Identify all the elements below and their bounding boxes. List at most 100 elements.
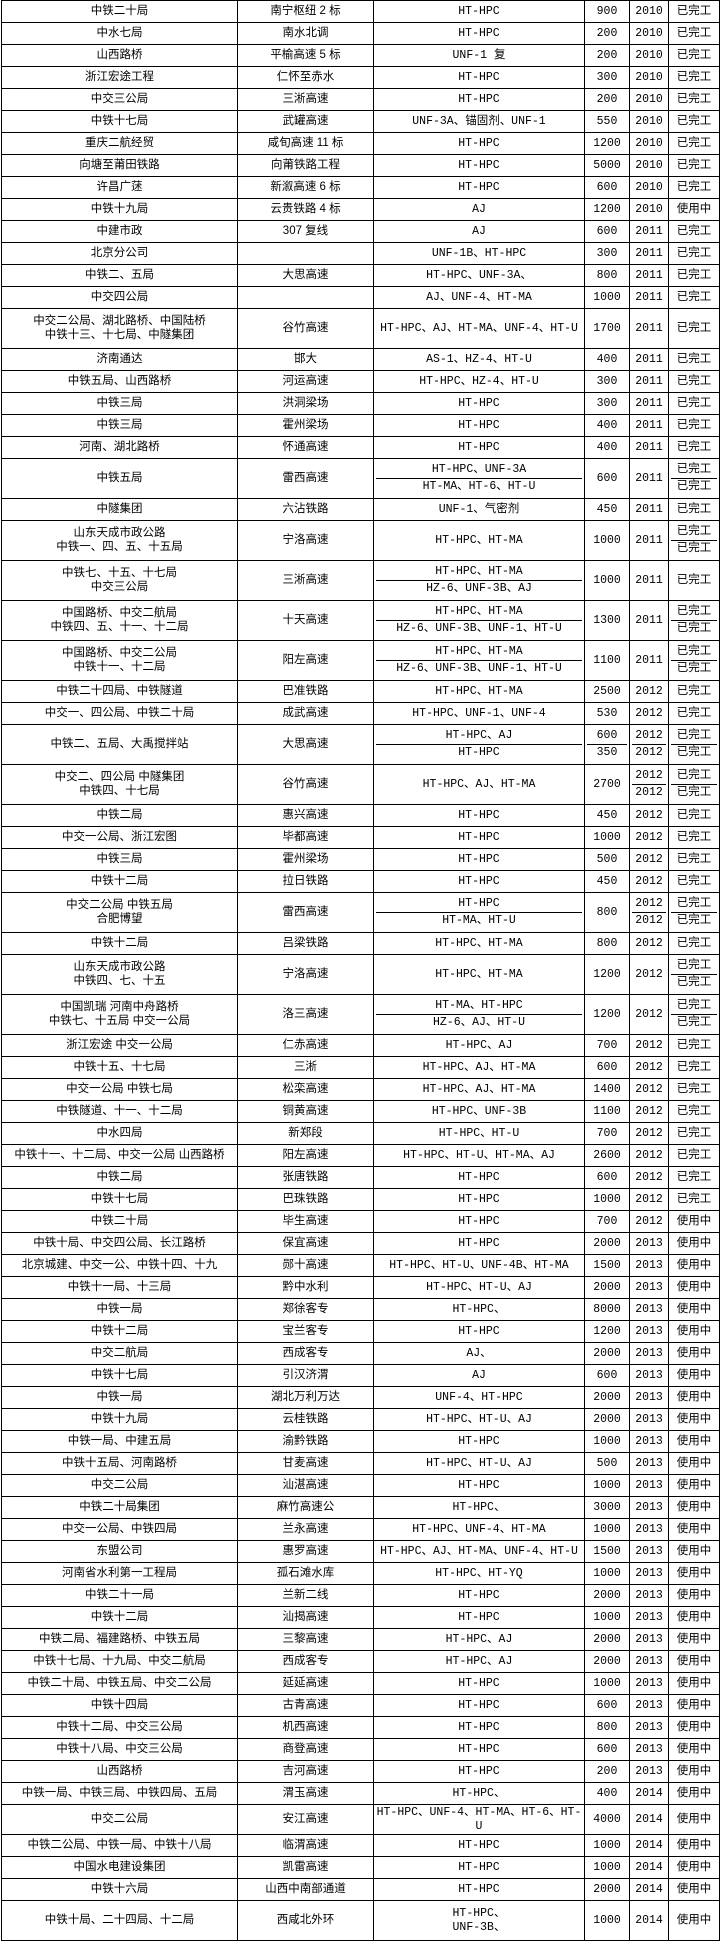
table-row: 河南省水利第一工程局 孤石滩水库 HT-HPC、HT-YQ 1000 2013 使用中	[1, 1562, 720, 1585]
cell-qty: 600	[584, 458, 630, 499]
status-badge: 使用中	[668, 1628, 720, 1651]
status-badge: 已完工	[668, 370, 720, 393]
cell-material: HT-HPC	[373, 1606, 585, 1629]
table-row: 中铁二、五局 大思高速 HT-HPC、UNF-3A、 800 2011 已完工	[1, 264, 720, 287]
status-badge: 已完工	[668, 44, 720, 67]
cell-unit: 中铁十九局	[1, 1408, 238, 1431]
cell-project: 十天高速	[237, 600, 374, 641]
cell-material: HT-HPC、UNF-1、UNF-4	[373, 702, 585, 725]
cell-year-split: 2012 2012	[629, 724, 669, 765]
cell-material: HT-HPC	[373, 436, 585, 459]
status-badge: 使用中	[668, 1298, 720, 1321]
cell-unit: 中水四局	[1, 1122, 238, 1145]
status-badge-split: 已完工 已完工	[668, 600, 720, 641]
table-row: 中铁一局 郑徐客专 HT-HPC、 8000 2013 使用中	[1, 1298, 720, 1321]
cell-unit: 中铁二十局	[1, 1210, 238, 1233]
table-row: 中铁十六局 山西中南部通道 HT-HPC 2000 2014 使用中	[1, 1878, 720, 1902]
cell-project: 郧十高速	[237, 1254, 374, 1277]
cell-project: 三黎高速	[237, 1628, 374, 1651]
cell-qty: 450	[584, 870, 630, 893]
table-row: 中交二公局、湖北路桥、中国陆桥 中铁十三、十七局、中隧集团 谷竹高速 HT-HPC、…	[1, 308, 720, 349]
status-badge: 使用中	[668, 1834, 720, 1858]
cell-unit: 中铁十八局、中交三公局	[1, 1738, 238, 1761]
cell-material: HT-HPC	[373, 1760, 585, 1783]
cell-project: 三淅高速	[237, 88, 374, 111]
cell-qty: 1000	[584, 1856, 630, 1880]
cell-qty: 1200	[584, 132, 630, 155]
cell-material: HT-HPC	[373, 392, 585, 415]
cell-qty: 1000	[584, 1518, 630, 1541]
cell-material: HT-HPC	[373, 66, 585, 89]
table-row: 中交四公局 AJ、UNF-4、HT-MA 1000 2011 已完工	[1, 286, 720, 309]
cell-project: 安江高速	[237, 1803, 374, 1836]
cell-material-part: HT-HPC、HT-MA	[376, 644, 582, 662]
cell-unit: 山西路桥	[1, 1760, 238, 1783]
cell-project: 大思高速	[237, 724, 374, 765]
status-badge: 已完工	[668, 1078, 720, 1101]
cell-year: 2012	[629, 1034, 669, 1057]
cell-qty: 300	[584, 392, 630, 415]
cell-material: HT-HPC	[373, 826, 585, 849]
cell-year: 2012	[629, 1100, 669, 1123]
cell-unit: 中交二公局	[1, 1474, 238, 1497]
cell-project: 毕都高速	[237, 826, 374, 849]
cell-unit: 中铁十局、二十四局、十二局	[1, 1900, 238, 1941]
cell-unit: 中铁十局、中交四公局、长江路桥	[1, 1232, 238, 1255]
cell-qty: 800	[584, 932, 630, 955]
cell-year: 2010	[629, 154, 669, 177]
cell-project: 山西中南部通道	[237, 1878, 374, 1902]
cell-material: HT-HPC	[373, 804, 585, 827]
cell-material: HT-HPC、AJ、HT-MA	[373, 1078, 585, 1101]
table-row: 向塘至莆田铁路 向莆铁路工程 HT-HPC 5000 2010 已完工	[1, 154, 720, 177]
cell-material-part: HT-HPC、HT-MA	[376, 564, 582, 582]
cell-project: 向莆铁路工程	[237, 154, 374, 177]
table-row: 北京城建、中交一公、中铁十四、十九 郧十高速 HT-HPC、HT-U、UNF-4B、…	[1, 1254, 720, 1277]
cell-year: 2013	[629, 1364, 669, 1387]
cell-unit: 中国水电建设集团	[1, 1856, 238, 1880]
cell-year: 2011	[629, 600, 669, 641]
cell-year: 2012	[629, 1144, 669, 1167]
cell-unit: 中隧集团	[1, 498, 238, 521]
cell-unit: 中交一、四公局、中铁二十局	[1, 702, 238, 725]
cell-unit: 山东天成市政公路 中铁一、四、五、十五局	[1, 520, 238, 561]
status-badge-part: 已完工	[671, 896, 717, 914]
cell-material: HT-HPC、	[373, 1298, 585, 1321]
cell-year: 2013	[629, 1716, 669, 1739]
cell-material: UNF-4、HT-HPC	[373, 1386, 585, 1409]
status-badge: 使用中	[668, 1210, 720, 1233]
cell-material: AJ	[373, 1364, 585, 1387]
cell-project: 引汉济渭	[237, 1364, 374, 1387]
table-row: 中铁十八局、中交三公局 商登高速 HT-HPC 600 2013 使用中	[1, 1738, 720, 1761]
cell-qty: 700	[584, 1034, 630, 1057]
cell-qty: 1000	[584, 1672, 630, 1695]
cell-material: UNF-1 复	[373, 44, 585, 67]
cell-project: 咸旬高速 11 标	[237, 132, 374, 155]
table-row: 中铁十二局 吕梁铁路 HT-HPC、HT-MA 800 2012 已完工	[1, 932, 720, 955]
cell-project: 仁赤高速	[237, 1034, 374, 1057]
cell-year: 2012	[629, 848, 669, 871]
cell-qty: 2000	[584, 1232, 630, 1255]
status-badge: 已完工	[668, 1166, 720, 1189]
cell-material-part: HT-MA、HT-U	[442, 914, 516, 927]
table-row: 中铁二十四局、中铁隧道 巴准铁路 HT-HPC、HT-MA 2500 2012 已完工	[1, 680, 720, 703]
cell-unit: 中铁十一局、十三局	[1, 1276, 238, 1299]
cell-project: 仁怀至赤水	[237, 66, 374, 89]
cell-project: 307 复线	[237, 220, 374, 243]
cell-material: HT-HPC、HZ-4、HT-U	[373, 370, 585, 393]
cell-year: 2010	[629, 0, 669, 23]
cell-year: 2013	[629, 1518, 669, 1541]
cell-year: 2011	[629, 348, 669, 371]
cell-unit: 中建市政	[1, 220, 238, 243]
cell-material-part: HT-HPC、UNF-3A	[376, 462, 582, 480]
cell-project: 惠兴高速	[237, 804, 374, 827]
status-badge: 已完工	[668, 88, 720, 111]
status-badge: 已完工	[668, 498, 720, 521]
cell-year: 2010	[629, 176, 669, 199]
cell-year: 2011	[629, 458, 669, 499]
cell-year: 2010	[629, 198, 669, 221]
cell-material-split: HT-HPC、UNF-3A HT-MA、HT-6、HT-U	[373, 458, 585, 499]
status-badge: 使用中	[668, 1738, 720, 1761]
status-badge-part: 已完工	[676, 746, 712, 758]
